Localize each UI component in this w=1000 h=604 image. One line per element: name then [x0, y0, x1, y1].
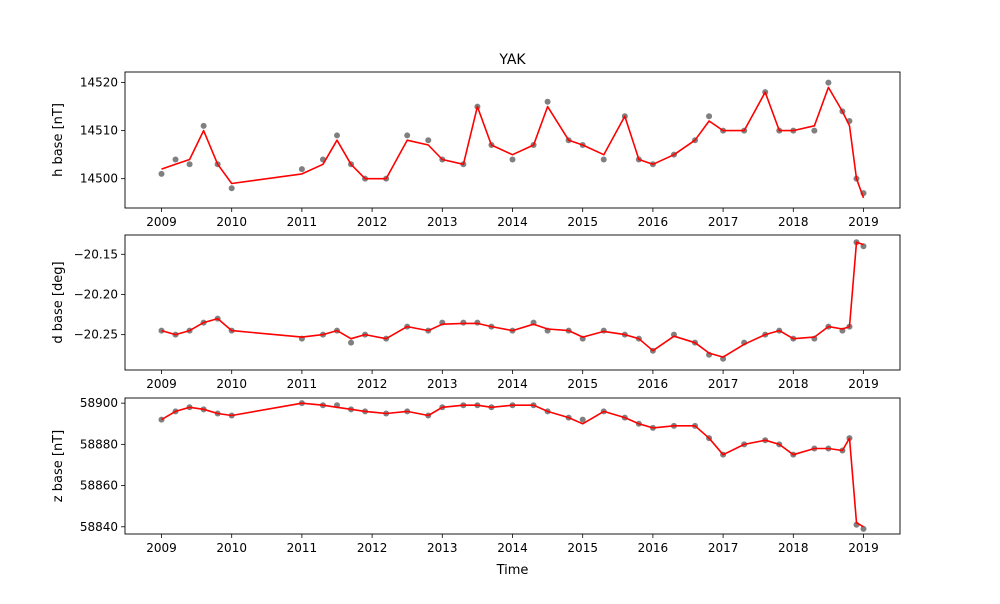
- data-point: [460, 319, 467, 326]
- x-tick-label: 2013: [427, 215, 458, 229]
- x-tick-label: 2019: [848, 541, 879, 555]
- x-tick-label: 2014: [497, 215, 528, 229]
- x-tick-label: 2018: [778, 541, 809, 555]
- panel-1: 2009 2010 2011 2012 2013 2014 2015 2016 2017 2018…: [51, 71, 901, 229]
- data-point: [348, 339, 355, 346]
- x-tick-label: 2014: [497, 377, 528, 391]
- x-tick-label: 2017: [708, 541, 739, 555]
- panel-frame: [124, 234, 901, 371]
- y-axis-label: h base [nT]: [51, 103, 66, 177]
- y-tick-label: 14520: [80, 76, 118, 90]
- y-tick-label: −20.25: [74, 328, 118, 342]
- data-point: [425, 137, 432, 144]
- data-point: [811, 127, 818, 134]
- y-tick-label: −20.15: [74, 247, 118, 261]
- data-point: [544, 98, 551, 105]
- data-point: [579, 416, 586, 423]
- x-tick-label: 2019: [848, 215, 879, 229]
- x-tick-label: 2011: [287, 377, 318, 391]
- series-line: [161, 402, 864, 528]
- x-tick-label: 2009: [146, 215, 177, 229]
- plot-area-1: [158, 79, 867, 199]
- y-tick-label: 58880: [80, 437, 118, 451]
- panel-frame: [124, 71, 901, 209]
- x-tick-label: 2019: [848, 377, 879, 391]
- x-tick-label: 2012: [357, 377, 388, 391]
- x-tick-label: 2013: [427, 377, 458, 391]
- data-point: [228, 185, 235, 192]
- x-tick-label: 2009: [146, 541, 177, 555]
- y-tick-label: 14500: [80, 172, 118, 186]
- data-point: [860, 525, 867, 532]
- x-tick-label: 2012: [357, 215, 388, 229]
- data-point: [186, 161, 193, 168]
- x-tick-label: 2010: [216, 215, 247, 229]
- x-tick-label: 2016: [638, 377, 669, 391]
- x-tick-label: 2013: [427, 541, 458, 555]
- x-tick-label: 2010: [216, 541, 247, 555]
- data-point: [200, 122, 207, 129]
- x-tick-label: 2016: [638, 541, 669, 555]
- x-tick-label: 2017: [708, 215, 739, 229]
- data-point: [404, 132, 411, 139]
- panel-frame: [124, 397, 901, 535]
- x-tick-label: 2015: [567, 377, 598, 391]
- y-axis-label: z base [nT]: [51, 430, 66, 502]
- x-tick-label: 2017: [708, 377, 739, 391]
- data-point: [600, 156, 607, 163]
- x-tick-label: 2011: [287, 541, 318, 555]
- data-point: [172, 156, 179, 163]
- data-point: [825, 79, 832, 86]
- data-point: [509, 156, 516, 163]
- y-tick-label: 58900: [80, 396, 118, 410]
- x-tick-label: 2018: [778, 215, 809, 229]
- data-point: [158, 170, 165, 177]
- series-line: [161, 86, 865, 199]
- x-tick-label: 2011: [287, 215, 318, 229]
- y-tick-label: 58860: [80, 479, 118, 493]
- series-line: [161, 241, 864, 358]
- y-axis-label: d base [deg]: [51, 261, 66, 343]
- x-tick-label: 2010: [216, 377, 247, 391]
- data-point: [706, 113, 713, 120]
- chart-title: YAK: [498, 52, 526, 68]
- panel-2: 2009 2010 2011 2012 2013 2014 2015 2016 2017 2018…: [51, 234, 901, 391]
- x-tick-label: 2015: [567, 541, 598, 555]
- x-tick-label: 2016: [638, 215, 669, 229]
- panel-3: 2009 2010 2011 2012 2013 2014 2015 2016 2017 2018…: [51, 396, 901, 555]
- x-tick-label: 2018: [778, 377, 809, 391]
- plot-area-2: [158, 239, 867, 362]
- x-tick-label: 2014: [497, 541, 528, 555]
- x-tick-label: 2012: [357, 541, 388, 555]
- x-axis-label: Time: [496, 563, 529, 578]
- plot-area-3: [158, 400, 867, 532]
- y-tick-label: 14510: [80, 124, 118, 138]
- y-tick-label: −20.20: [74, 287, 118, 301]
- x-tick-label: 2009: [146, 377, 177, 391]
- y-tick-label: 58840: [80, 520, 118, 534]
- x-tick-label: 2015: [567, 215, 598, 229]
- data-point: [298, 166, 305, 173]
- data-point: [334, 132, 341, 139]
